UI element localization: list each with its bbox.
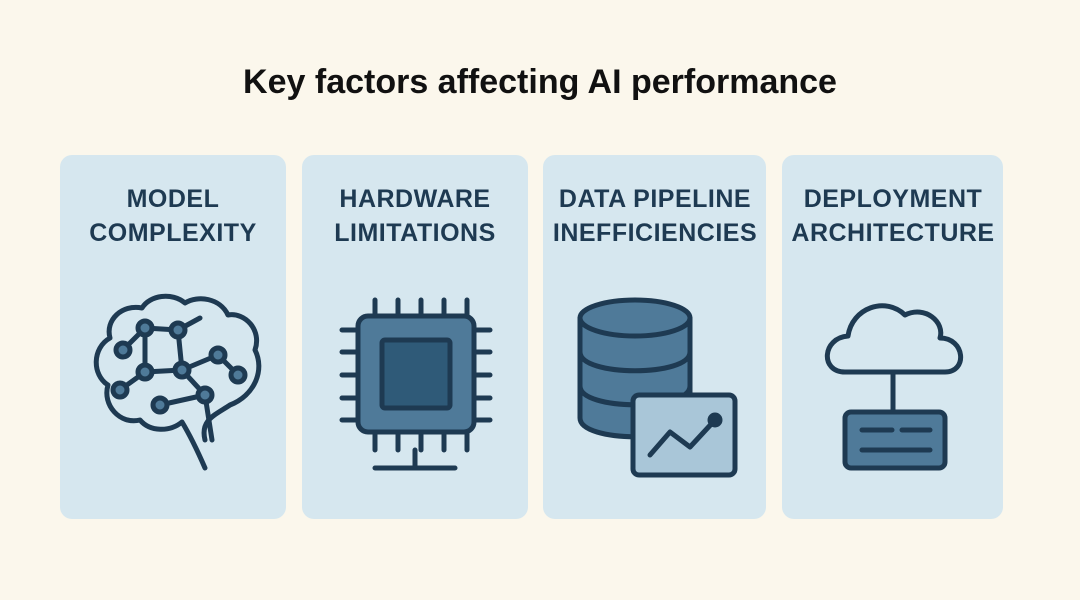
chip-icon — [339, 297, 493, 471]
brain-icon — [93, 293, 262, 471]
card — [782, 155, 1003, 519]
cloud-icon — [824, 303, 963, 471]
card-label: HARDWARE — [339, 185, 490, 213]
card-label: LIMITATIONS — [334, 219, 496, 247]
title: Key factors affecting AI performance — [243, 63, 837, 101]
card-label: ARCHITECTURE — [791, 219, 994, 247]
card-label: DEPLOYMENT — [804, 185, 983, 213]
card-label: MODEL — [127, 185, 220, 213]
card-label: DATA PIPELINE — [559, 185, 751, 213]
card-label: INEFFICIENCIES — [553, 219, 757, 247]
card-label: COMPLEXITY — [89, 219, 257, 247]
database-icon — [577, 297, 738, 478]
